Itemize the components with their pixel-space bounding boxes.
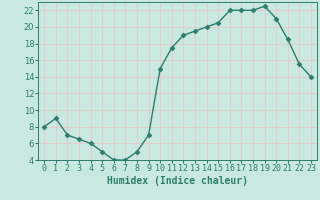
X-axis label: Humidex (Indice chaleur): Humidex (Indice chaleur) [107, 176, 248, 186]
